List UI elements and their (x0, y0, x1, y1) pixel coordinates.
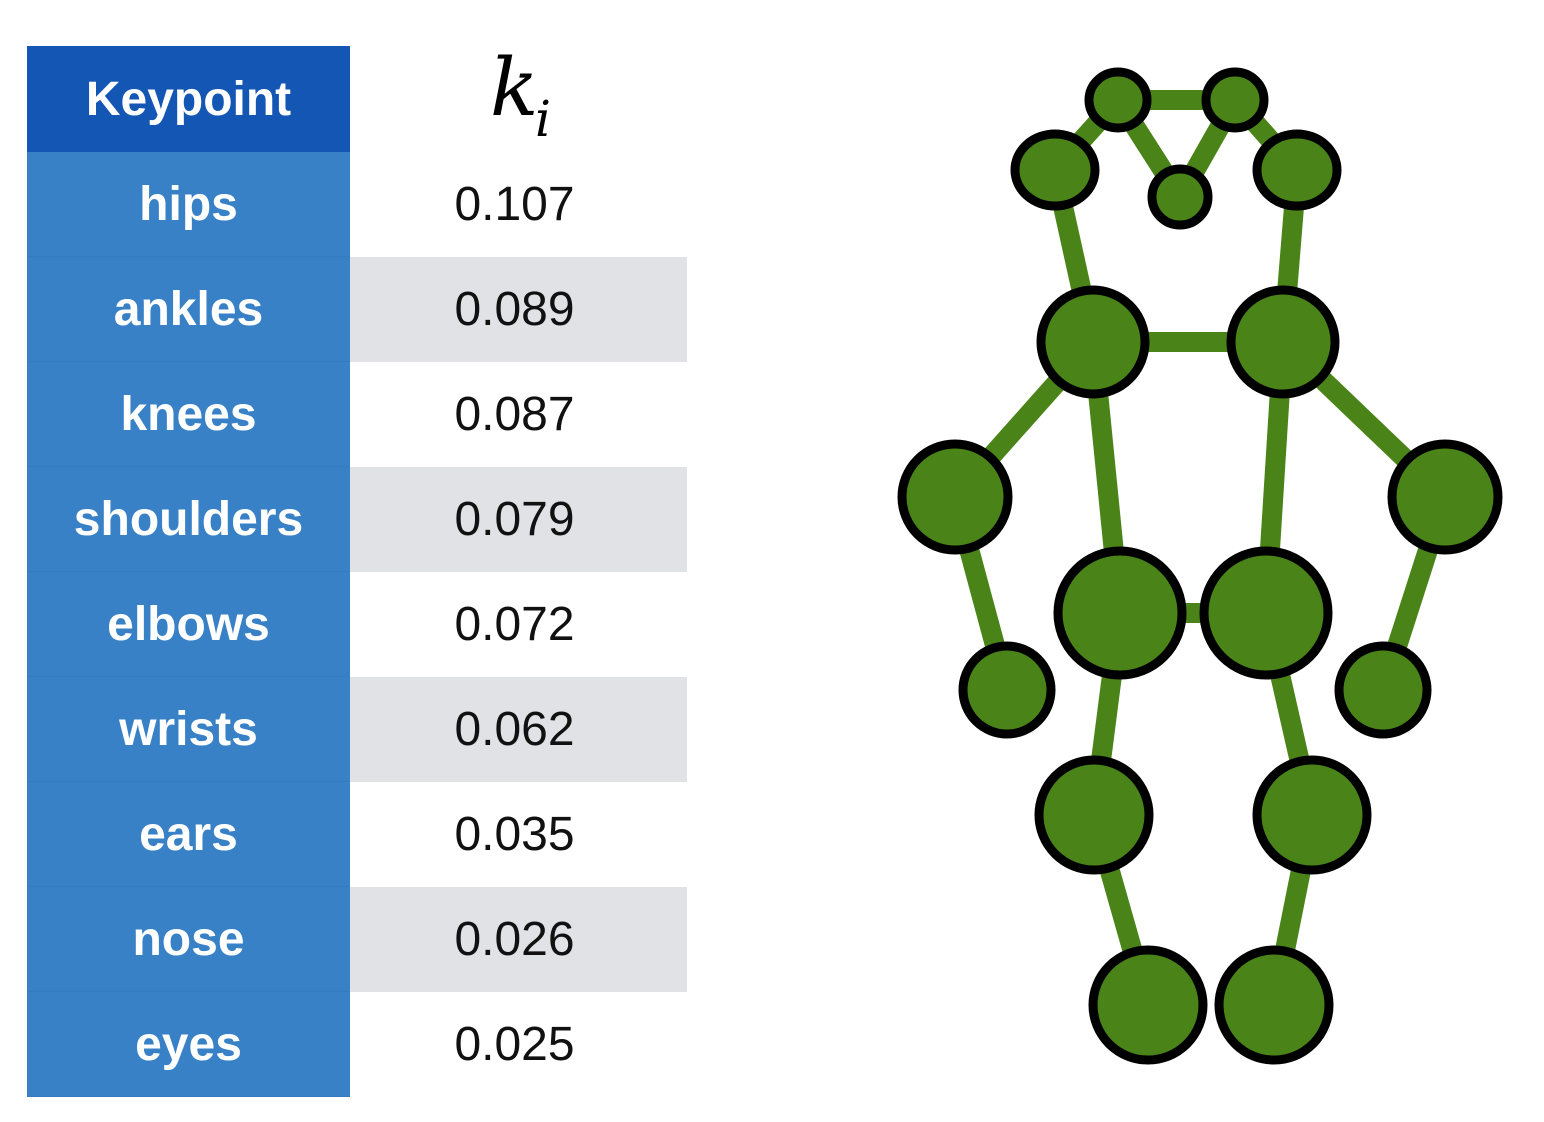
skeleton-limbs (945, 90, 1455, 1015)
right-ear-joint (1252, 129, 1342, 211)
table-row: ankles 0.089 (27, 257, 687, 362)
k-value: 0.072 (350, 572, 687, 677)
k-value-text: 0.089 (454, 283, 575, 336)
left-ear-joint (1010, 129, 1100, 211)
k-value-text: 0.087 (454, 388, 575, 441)
keypoint-name: hips (27, 152, 350, 257)
k-value: 0.035 (350, 782, 687, 887)
k-value-text: 0.035 (454, 808, 575, 861)
keypoint-header: Keypoint (27, 46, 350, 152)
table-row: elbows 0.072 (27, 572, 687, 677)
right-knee-joint (1252, 755, 1372, 875)
table-header: Keypoint k i (27, 46, 687, 152)
left-elbow-joint (897, 439, 1013, 555)
k-subscript: i (535, 90, 551, 148)
keypoint-name: eyes (27, 992, 350, 1097)
keypoint-name: elbows (27, 572, 350, 677)
left-shoulder-joint (1036, 285, 1150, 399)
k-value-text: 0.079 (454, 493, 575, 546)
keypoint-name: shoulders (27, 467, 350, 572)
keypoint-name: ears (27, 782, 350, 887)
keypoint-name: nose (27, 887, 350, 992)
keypoint-name: knees (27, 362, 350, 467)
left-knee-joint (1034, 755, 1154, 875)
k-value-text: 0.026 (454, 913, 575, 966)
skeleton-diagram (897, 67, 1503, 1065)
right-shoulder-joint (1226, 285, 1340, 399)
k-value-text: 0.107 (454, 178, 575, 231)
k-value-text: 0.025 (454, 1018, 575, 1071)
keypoint-name: wrists (27, 677, 350, 782)
table-row: ears 0.035 (27, 782, 687, 887)
k-value: 0.107 (350, 152, 687, 257)
left-eye-joint (1084, 67, 1152, 133)
left-hip-joint (1053, 546, 1187, 680)
k-value: 0.089 (350, 257, 687, 362)
left-wrist-joint (958, 641, 1056, 739)
table-row: knees 0.087 (27, 362, 687, 467)
right-elbow-joint (1387, 439, 1503, 555)
k-value: 0.087 (350, 362, 687, 467)
table-row: hips 0.107 (27, 152, 687, 257)
k-value: 0.062 (350, 677, 687, 782)
table-row: wrists 0.062 (27, 677, 687, 782)
k-value: 0.079 (350, 467, 687, 572)
left-ankle-joint (1088, 945, 1208, 1065)
right-hip-joint (1199, 546, 1333, 680)
table-row: eyes 0.025 (27, 992, 687, 1097)
skeleton-joints (897, 67, 1503, 1065)
right-wrist-joint (1334, 641, 1432, 739)
nose-joint (1147, 164, 1213, 230)
table-row: shoulders 0.079 (27, 467, 687, 572)
k-value: 0.026 (350, 887, 687, 992)
k-value: 0.025 (350, 992, 687, 1097)
k-value-text: 0.072 (454, 598, 575, 651)
k-value-text: 0.062 (454, 703, 575, 756)
keypoint-table: Keypoint k i hips 0.107 ankles 0.089 kne… (27, 46, 687, 1097)
k-header: k i (350, 46, 687, 152)
table-row: nose 0.026 (27, 887, 687, 992)
right-ankle-joint (1214, 945, 1334, 1065)
keypoint-name: ankles (27, 257, 350, 362)
k-symbol: k (490, 41, 539, 134)
right-eye-joint (1201, 67, 1269, 133)
